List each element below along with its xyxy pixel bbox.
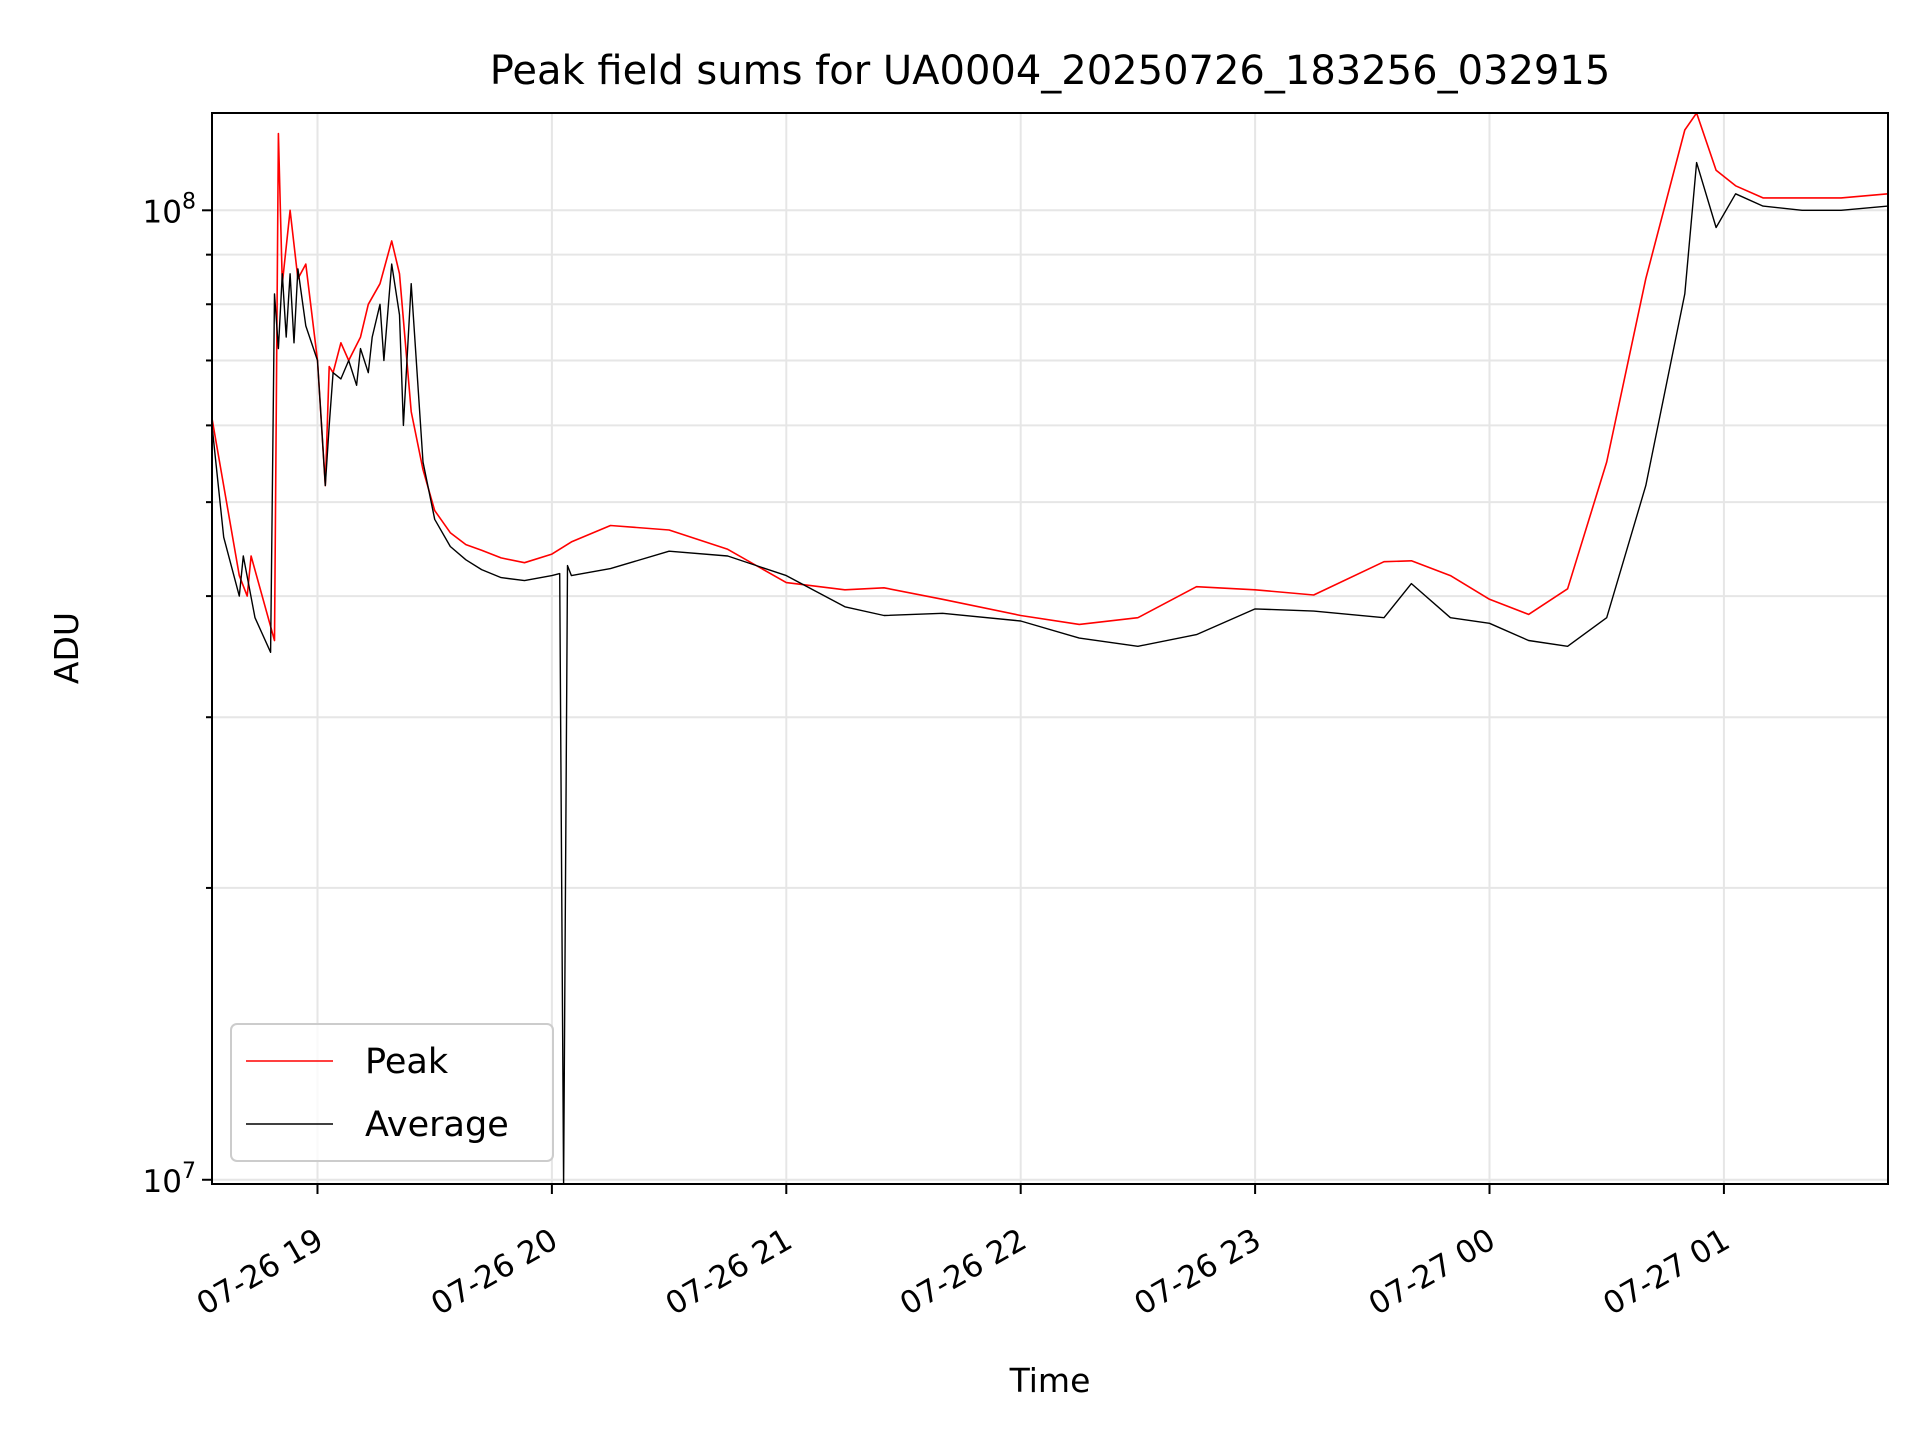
series-layer	[211, 112, 1889, 1185]
grid	[212, 113, 1888, 1184]
x-axis-label: Time	[1009, 1361, 1091, 1400]
y-axis-label: ADU	[47, 612, 86, 684]
y-tick-label: 107	[143, 1159, 196, 1200]
legend-label-peak: Peak	[365, 1042, 449, 1082]
chart-title: Peak field sums for UA0004_20250726_1832…	[490, 48, 1611, 94]
y-tick-label-exponent: 8	[182, 189, 196, 214]
legend-box	[230, 1023, 554, 1162]
series-line-peak	[211, 112, 1889, 642]
series-line-average	[211, 161, 1889, 1185]
legend-label-average: Average	[365, 1105, 509, 1145]
y-tick-label-base: 10	[143, 1164, 182, 1200]
legend: Peak Average	[230, 1023, 554, 1162]
plot-frame	[211, 112, 1889, 1185]
y-tick-label-exponent: 7	[182, 1159, 196, 1184]
y-tick-label-base: 10	[143, 194, 182, 230]
y-tick-label: 108	[143, 189, 196, 230]
